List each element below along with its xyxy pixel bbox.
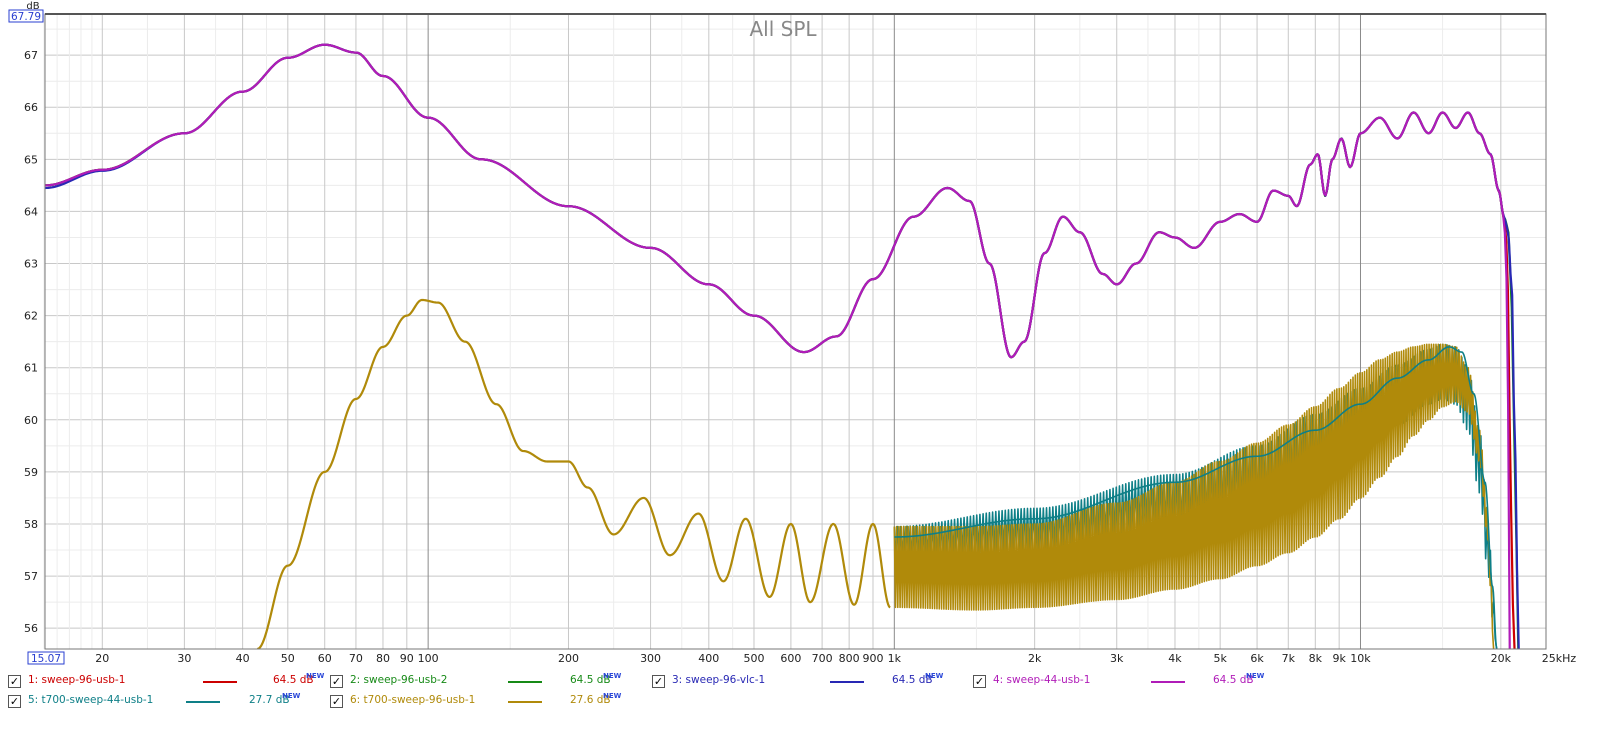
series-1-new-badge: NEW (306, 672, 325, 680)
series-4-checkbox[interactable]: ✓ (973, 675, 986, 688)
y-tick-label: 65 (24, 153, 38, 166)
series-6-value: 27.6 dB (570, 694, 611, 706)
series-6-label: 6: t700-sweep-96-usb-1 (350, 694, 476, 706)
x-tick-label: 7k (1282, 652, 1296, 665)
x-tick-label: 900 (862, 652, 883, 665)
series-6-ripple (893, 343, 1495, 649)
x-tick-label: 70 (349, 652, 363, 665)
series-6-swatch (508, 701, 542, 703)
x-tick-label: 700 (812, 652, 833, 665)
series-2-value: 64.5 dB (570, 674, 611, 686)
y-tick-label: 67 (24, 49, 38, 62)
x-tick-label: 9k (1332, 652, 1346, 665)
x-tick-label: 400 (698, 652, 719, 665)
series-group (45, 43, 1520, 649)
series-4-line (45, 43, 1511, 649)
series-4-swatch (1151, 681, 1185, 683)
y-tick-label: 63 (24, 258, 38, 271)
x-tick-label: 50 (281, 652, 295, 665)
series-3-checkbox[interactable]: ✓ (652, 675, 665, 688)
x-tick-label: 8k (1309, 652, 1323, 665)
x-tick-label: 80 (376, 652, 390, 665)
series-2-label: 2: sweep-96-usb-2 (350, 674, 448, 686)
series-1-value: 64.5 dB (273, 674, 314, 686)
plot-background (45, 14, 1546, 649)
y-top-readout-box (8, 9, 44, 23)
legend: ✓ 1: sweep-96-usb-1 64.5 dB NEW ✓ 2: swe… (0, 672, 1600, 730)
x-left-readout: 15.07 (27, 651, 65, 665)
plot-area (45, 43, 1520, 649)
series-4-value: 64.5 dB (1213, 674, 1254, 686)
y-tick-label: 58 (24, 518, 38, 531)
grid (43, 14, 1546, 649)
x-tick-label: 500 (743, 652, 764, 665)
series-4-label: 4: sweep-44-usb-1 (993, 674, 1091, 686)
x-tick-label: 800 (839, 652, 860, 665)
y-top-readout: 67.79 (8, 9, 44, 23)
x-tick-label: 6k (1250, 652, 1264, 665)
y-tick-label: 62 (24, 310, 38, 323)
y-unit-label: dB (26, 1, 39, 12)
series-2-swatch (508, 681, 542, 683)
series-5-label: 5: t700-sweep-44-usb-1 (28, 694, 154, 706)
x-tick-label: 20 (95, 652, 109, 665)
series-5-swatch (186, 701, 220, 703)
series-5-checkbox[interactable]: ✓ (8, 695, 21, 708)
series-1-swatch (203, 681, 237, 683)
y-top-readout-text: 67.79 (11, 11, 41, 23)
x-tick-label: 60 (318, 652, 332, 665)
chart-title: All SPL (749, 17, 817, 41)
axes: 56 57 58 59 60 61 62 63 64 65 66 67 20 30 40 50 60 70 80 90… (8, 1, 1577, 665)
legend-row-2: ✓ 5: t700-sweep-44-usb-1 27.7 dB NEW ✓ 6… (0, 692, 1600, 712)
x-left-readout-box (27, 651, 65, 665)
series-1-checkbox[interactable]: ✓ (8, 675, 21, 688)
x-tick-label: 1k (888, 652, 902, 665)
series-3-label: 3: sweep-96-vlc-1 (672, 674, 766, 686)
series-3-swatch (830, 681, 864, 683)
x-tick-label: 2k (1028, 652, 1042, 665)
y-tick-label: 56 (24, 622, 38, 635)
x-tick-label: 200 (558, 652, 579, 665)
x-tick-label: 90 (400, 652, 414, 665)
y-tick-label: 64 (24, 205, 38, 218)
x-tick-label: 600 (780, 652, 801, 665)
series-3-new-badge: NEW (925, 672, 944, 680)
x-tick-label: 30 (177, 652, 191, 665)
series-1-label: 1: sweep-96-usb-1 (28, 674, 126, 686)
series-2-new-badge: NEW (603, 672, 622, 680)
y-tick-label: 66 (24, 101, 38, 114)
series-6-line (256, 298, 891, 649)
x-tick-label: 300 (640, 652, 661, 665)
series-5-new-badge: NEW (282, 692, 301, 700)
x-left-readout-text: 15.07 (31, 653, 61, 665)
series-2-checkbox[interactable]: ✓ (330, 675, 343, 688)
x-tick-label: 100 (418, 652, 439, 665)
x-tick-label: 25kHz (1542, 652, 1577, 665)
x-tick-label: 4k (1168, 652, 1182, 665)
series-3-value: 64.5 dB (892, 674, 933, 686)
series-5-value: 27.7 dB (249, 694, 290, 706)
x-tick-label: 3k (1110, 652, 1124, 665)
y-tick-label: 59 (24, 466, 38, 479)
series-5-line (894, 346, 1498, 649)
y-tick-label: 61 (24, 362, 38, 375)
y-tick-label: 60 (24, 414, 38, 427)
series-6-new-badge: NEW (603, 692, 622, 700)
x-tick-label: 40 (236, 652, 250, 665)
series-6-checkbox[interactable]: ✓ (330, 695, 343, 708)
y-tick-label: 57 (24, 570, 38, 583)
x-tick-label: 5k (1213, 652, 1227, 665)
spl-chart: 56 57 58 59 60 61 62 63 64 65 66 67 20 30 40 50 60 70 80 90… (8, 1, 1577, 665)
legend-row-1: ✓ 1: sweep-96-usb-1 64.5 dB NEW ✓ 2: swe… (0, 672, 1600, 692)
x-tick-label: 20k (1491, 652, 1512, 665)
series-4-new-badge: NEW (1246, 672, 1265, 680)
x-tick-label: 10k (1350, 652, 1371, 665)
